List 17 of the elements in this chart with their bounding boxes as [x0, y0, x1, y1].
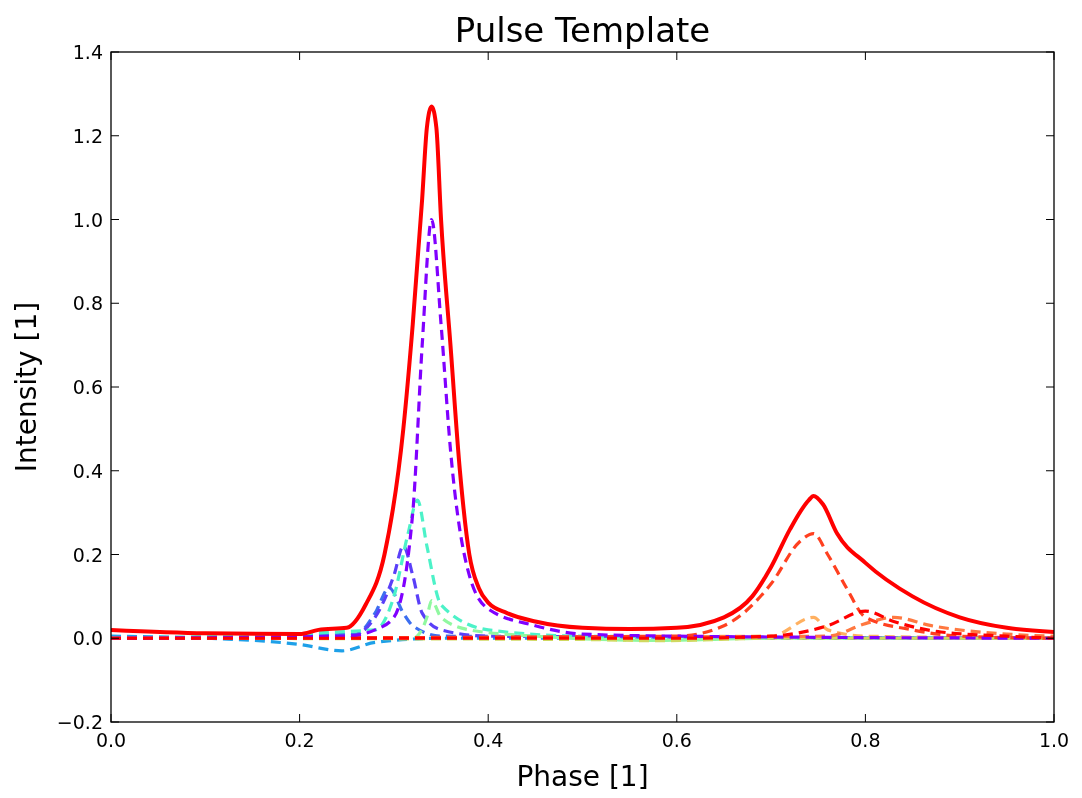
x-tick-label: 0.6 — [661, 729, 692, 751]
y-tick-label: 0.4 — [72, 459, 103, 482]
x-tick-label: 0.2 — [284, 729, 315, 751]
x-axis-title: Phase [1] — [516, 760, 649, 793]
y-tick-label: 1.2 — [72, 124, 103, 147]
x-tick-label: 0.8 — [850, 729, 881, 751]
y-tick-label: 0.2 — [72, 543, 103, 566]
y-tick-label: 1.4 — [72, 41, 103, 63]
chart-title: Pulse Template — [454, 10, 711, 50]
line-series — [111, 104, 1054, 637]
y-tick-label: 0.8 — [72, 292, 103, 315]
x-tick-label: 1.0 — [1038, 729, 1070, 751]
y-axis-title: Intensity [1] — [10, 301, 43, 473]
y-tick-label: 0.0 — [72, 627, 103, 650]
y-tick-label: 0.6 — [72, 376, 103, 398]
y-tick-label: 1.0 — [72, 208, 103, 231]
x-tick-label: 0.4 — [473, 729, 504, 751]
